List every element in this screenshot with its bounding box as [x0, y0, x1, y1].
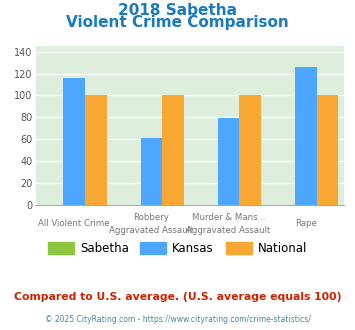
Text: All Violent Crime: All Violent Crime — [38, 219, 110, 228]
Bar — [141, 138, 162, 205]
Bar — [239, 95, 261, 205]
Bar — [63, 78, 85, 205]
Bar — [295, 67, 317, 205]
Text: Aggravated Assault: Aggravated Assault — [186, 226, 271, 235]
Bar — [317, 95, 338, 205]
Text: Murder & Mans...: Murder & Mans... — [192, 213, 265, 222]
Legend: Sabetha, Kansas, National: Sabetha, Kansas, National — [43, 237, 312, 260]
Text: 2018 Sabetha: 2018 Sabetha — [118, 3, 237, 18]
Text: Compared to U.S. average. (U.S. average equals 100): Compared to U.S. average. (U.S. average … — [14, 292, 341, 302]
Bar — [162, 95, 184, 205]
Bar — [218, 118, 239, 205]
Bar — [85, 95, 106, 205]
Text: Violent Crime Comparison: Violent Crime Comparison — [66, 15, 289, 30]
Text: Robbery: Robbery — [133, 213, 169, 222]
Text: © 2025 CityRating.com - https://www.cityrating.com/crime-statistics/: © 2025 CityRating.com - https://www.city… — [45, 315, 310, 324]
Text: Rape: Rape — [295, 219, 317, 228]
Text: Aggravated Assault: Aggravated Assault — [109, 226, 193, 235]
